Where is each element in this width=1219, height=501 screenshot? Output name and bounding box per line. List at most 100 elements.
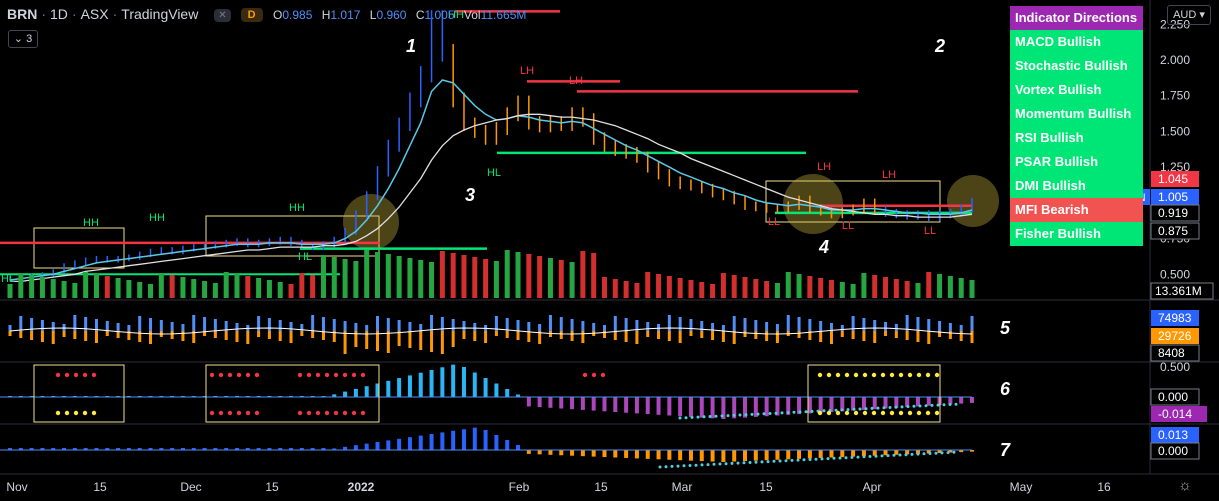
osc5-down-bar	[840, 331, 844, 337]
osc5-down-bar	[376, 331, 380, 351]
osc7-trend-dot	[946, 451, 950, 455]
osc7-bar	[289, 448, 294, 450]
osc5-down-bar	[224, 331, 228, 340]
osc6-dot	[360, 372, 366, 378]
osc5-up-bar	[959, 325, 963, 331]
osc5-down-bar	[473, 331, 477, 341]
osc7-bar	[353, 445, 358, 450]
settings-icon[interactable]: ☼	[1178, 477, 1192, 494]
volume-bar	[299, 273, 305, 298]
osc5-up-bar	[386, 318, 390, 331]
osc7-trend-dot	[856, 455, 860, 459]
interval-label[interactable]: 1D	[50, 6, 68, 22]
osc5-up-bar	[905, 315, 909, 331]
volume-bar	[483, 259, 489, 298]
osc7-trend-dot	[808, 458, 812, 461]
volume-bar	[202, 281, 208, 298]
osc7-trend-dot	[700, 463, 704, 467]
osc6-trend-dot	[750, 412, 754, 416]
volume-bar	[601, 277, 607, 298]
open-value: 0.985	[282, 8, 313, 22]
indicator-collapse-button[interactable]: ⌄ 3	[8, 30, 38, 48]
osc7-trend-dot	[706, 463, 710, 467]
osc5-up-bar	[30, 318, 34, 331]
volume-bar	[796, 274, 802, 298]
osc6-trend-dot	[762, 412, 766, 416]
price-tick-label: 1.250	[1160, 160, 1190, 174]
volume-bar	[148, 284, 154, 298]
volume-bar	[861, 273, 867, 298]
osc7-trend-dot	[760, 460, 764, 464]
osc6-dot	[55, 372, 61, 378]
swing-label: LL	[924, 225, 936, 237]
osc5-down-bar	[8, 331, 12, 336]
x-tick-label: Dec	[180, 480, 201, 494]
osc6-dot	[907, 410, 913, 416]
symbol-label[interactable]: BRN	[7, 6, 38, 22]
osc5-down-bar	[278, 331, 282, 341]
currency-button[interactable]: AUD ▾	[1167, 5, 1211, 25]
osc7-bar	[461, 429, 466, 450]
osc6-bar	[526, 397, 531, 407]
osc5-up-bar	[657, 324, 661, 331]
osc5-down-bar	[581, 331, 585, 343]
osc5-down-bar	[938, 331, 942, 337]
osc5-down-bar	[894, 331, 898, 338]
osc7-bar	[753, 450, 758, 461]
osc6-bar	[797, 397, 802, 415]
volume-bar	[915, 283, 921, 298]
osc5-up-bar	[840, 325, 844, 331]
osc5-down-bar	[527, 331, 531, 342]
osc6-dot	[907, 372, 913, 378]
osc7-trend-dot	[844, 456, 848, 460]
osc5-down-bar	[235, 331, 239, 342]
volume-bar	[720, 273, 726, 298]
osc6-bar	[861, 397, 866, 410]
osc7-trend-dot	[658, 465, 662, 469]
osc6-dot	[844, 410, 850, 416]
osc7-bar	[926, 450, 931, 454]
volume-bar	[83, 272, 89, 298]
osc6-dot	[826, 372, 832, 378]
osc7-trend-dot	[868, 455, 872, 458]
volume-bar	[883, 277, 889, 298]
osc6-dot	[324, 372, 330, 378]
dividend-badge[interactable]: D	[240, 8, 263, 22]
osc7-bar	[764, 450, 769, 461]
volume-value: 11.665M	[480, 8, 527, 22]
collapse-count: 3	[26, 33, 33, 45]
osc7-trend-dot	[892, 453, 896, 457]
osc7-trend-dot	[730, 461, 734, 465]
osc6-dot	[925, 372, 931, 378]
osc5-up-bar	[440, 317, 444, 331]
osc6-dot	[871, 372, 877, 378]
volume-bar	[828, 280, 834, 298]
osc7-bar	[851, 450, 856, 457]
osc6-dot	[889, 410, 895, 416]
volume-bar	[191, 279, 197, 298]
osc6-bar	[959, 397, 964, 404]
osc5-down-bar	[602, 331, 606, 338]
osc7-bar	[775, 450, 780, 460]
osc5-down-bar	[884, 331, 888, 336]
osc5-down-bar	[127, 331, 131, 340]
swing-label: HL	[1, 273, 15, 285]
osc6-trend-dot	[924, 404, 928, 408]
osc5-down-bar	[711, 331, 715, 340]
osc5-up-bar	[689, 319, 693, 331]
osc7-bar	[894, 450, 899, 455]
osc6-dot	[600, 372, 606, 378]
exchange-label: ASX	[80, 6, 109, 22]
osc6-dot	[862, 372, 868, 378]
swing-label: LL	[768, 216, 780, 228]
osc6-dot	[898, 372, 904, 378]
osc7-bar	[40, 448, 45, 450]
close-icon[interactable]: ✕	[214, 9, 231, 22]
consolidation-zone	[765, 180, 941, 223]
osc5-up-bar	[948, 323, 952, 331]
osc5-up-bar	[311, 315, 315, 331]
osc7-trend-dot	[784, 459, 788, 463]
osc5-up-bar	[494, 316, 498, 331]
osc5-down-bar	[289, 331, 293, 343]
